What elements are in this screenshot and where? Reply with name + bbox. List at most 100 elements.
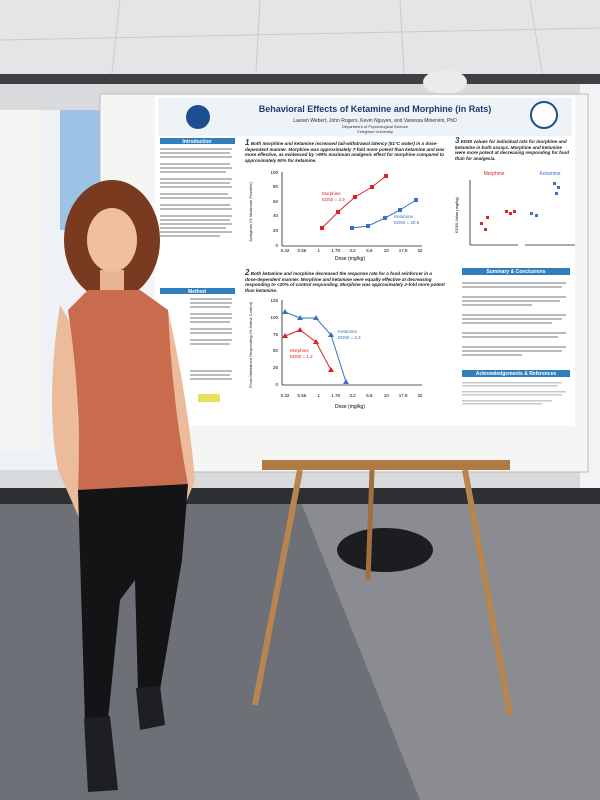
text-line xyxy=(190,306,230,308)
text-line xyxy=(190,332,232,334)
panel-label: Morphine xyxy=(484,171,505,177)
text-line xyxy=(160,235,220,237)
morphine-points xyxy=(282,327,334,372)
text-line xyxy=(462,286,562,288)
point xyxy=(328,367,334,372)
morphine-points xyxy=(320,174,388,230)
boot xyxy=(136,686,165,730)
easel-leg xyxy=(462,469,513,716)
finding-1: 1 Both morphine and ketamine increased t… xyxy=(245,138,445,163)
authors: Lauren Webert, John Rogers, Kevin Nguyen… xyxy=(293,118,457,124)
point xyxy=(553,182,556,185)
y-tick-label: 100 xyxy=(270,315,278,320)
text-line xyxy=(160,178,232,180)
finding-2: 2 Both ketamine and morphine decreased t… xyxy=(245,269,445,293)
section-bar xyxy=(160,288,235,294)
section-heading: Acknowledgements & References xyxy=(476,371,557,377)
boot xyxy=(84,716,118,792)
point xyxy=(486,216,489,219)
text-line xyxy=(190,328,232,330)
text-line xyxy=(160,208,232,210)
text-line xyxy=(462,304,532,306)
text-line xyxy=(160,223,232,225)
finding-number: 1 xyxy=(245,138,250,147)
text-line xyxy=(190,313,232,315)
text-line xyxy=(462,300,560,302)
x-tick-label: 1.78 xyxy=(331,248,340,253)
x-tick-label: 32 xyxy=(417,393,423,398)
intro-text xyxy=(160,148,232,237)
x-tick-label: 17.8 xyxy=(399,393,408,398)
finding-text: Both ketamine and morphine decreased the… xyxy=(245,271,445,293)
point xyxy=(484,228,487,231)
bag xyxy=(337,528,433,572)
text-line xyxy=(190,374,230,376)
text-line xyxy=(462,296,566,298)
point xyxy=(343,379,349,384)
text-line xyxy=(462,346,566,348)
ack-text xyxy=(462,382,566,405)
x-tick-label: 0.32 xyxy=(281,248,290,253)
x-tick-label: 1 xyxy=(317,393,320,398)
x-ticks: 0.32 0.56 1 1.78 3.2 5.6 10 17.8 32 xyxy=(281,393,423,398)
poster-title: Behavioral Effects of Ketamine and Morph… xyxy=(259,104,492,114)
x-tick-label: 0.32 xyxy=(281,393,290,398)
legend-label: Ketamine xyxy=(338,329,358,334)
text-line xyxy=(462,354,522,356)
logo-badge xyxy=(198,394,220,402)
section-heading: Introduction xyxy=(182,139,211,145)
y-axis-label: ED50 Value (mg/kg) xyxy=(454,196,459,232)
y-tick-label: 20 xyxy=(273,228,279,233)
point xyxy=(480,222,483,225)
section-bar xyxy=(160,138,235,144)
point xyxy=(297,315,303,320)
section-bar xyxy=(462,268,570,275)
point xyxy=(353,195,357,199)
section-heading: Method xyxy=(188,289,206,295)
beam xyxy=(0,74,600,84)
point xyxy=(313,339,319,344)
easel-leg xyxy=(365,469,375,581)
x-tick-label: 17.8 xyxy=(399,248,408,253)
ketamine-points xyxy=(282,309,349,384)
text-line xyxy=(462,382,562,384)
text-line xyxy=(160,148,232,150)
point xyxy=(535,214,538,217)
x-ticks: 0.32 0.56 1 1.78 3.2 5.6 10 17.8 32 xyxy=(281,248,423,253)
point xyxy=(336,210,340,214)
x-tick-label: 5.6 xyxy=(366,248,373,253)
seal xyxy=(530,101,558,129)
text-line xyxy=(462,282,566,284)
text-line xyxy=(160,215,232,217)
point xyxy=(384,174,388,178)
ketamine-points xyxy=(350,198,418,230)
x-tick-label: 32 xyxy=(417,248,423,253)
text-line xyxy=(160,156,232,158)
finding-number: 3 xyxy=(455,136,460,145)
y-tick-label: 0 xyxy=(275,243,278,248)
text-line xyxy=(160,219,230,221)
x-tick-label: 0.56 xyxy=(297,248,306,253)
text-line xyxy=(160,152,230,154)
text-line xyxy=(462,350,562,352)
point xyxy=(350,226,354,230)
text-line xyxy=(462,391,566,393)
morphine-line xyxy=(284,329,332,371)
x-tick-label: 3.2 xyxy=(349,393,356,398)
sunlit-carpet xyxy=(300,500,600,800)
y-tick-label: 125 xyxy=(270,298,278,303)
point xyxy=(282,309,288,314)
section-heading: Summary & Conclusions xyxy=(486,269,545,275)
text-line xyxy=(160,163,230,165)
y-axis-label: Food-Maintained Responding (% Saline Con… xyxy=(248,301,253,388)
text-line xyxy=(190,343,230,345)
pillar xyxy=(423,70,467,94)
building xyxy=(0,110,40,450)
text-line xyxy=(160,171,226,173)
finding-3: 3 ED50 values for individual rats for mo… xyxy=(455,136,570,161)
text-line xyxy=(160,193,228,195)
logo xyxy=(186,105,210,129)
y-tick-label: 40 xyxy=(273,213,279,218)
text-line xyxy=(160,167,232,169)
